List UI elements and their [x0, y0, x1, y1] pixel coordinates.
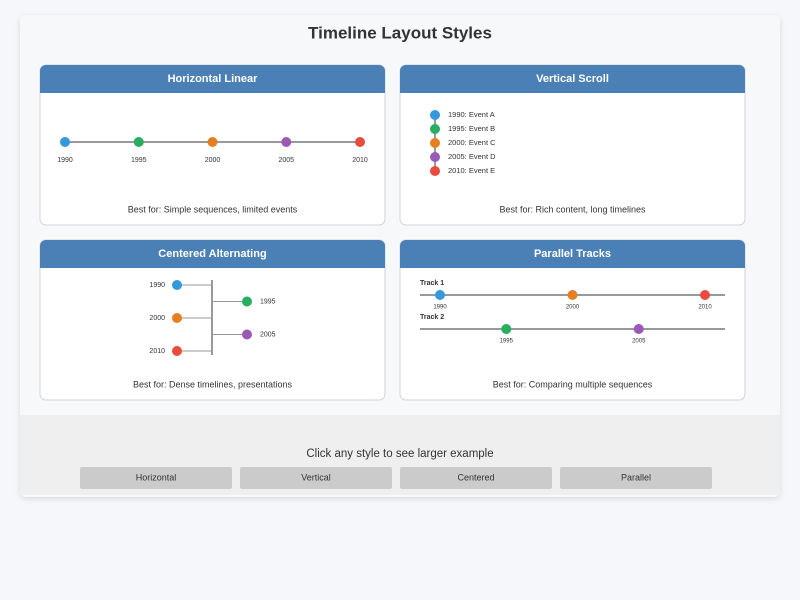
year-label: 2010	[698, 305, 712, 311]
year-label: 2010	[352, 157, 368, 164]
panel-header	[400, 79, 745, 93]
footer-prompt: Click any style to see larger example	[306, 448, 493, 460]
panel-caption: Best for: Rich content, long timelines	[499, 204, 646, 214]
button-label: Parallel	[621, 472, 651, 482]
year-label: 1995	[131, 157, 147, 164]
panel-title: Parallel Tracks	[534, 248, 611, 260]
event-label: 1995: Event B	[448, 124, 495, 133]
style-button[interactable]: Parallel	[560, 467, 712, 489]
year-label: 2000	[205, 157, 221, 164]
panel-header	[400, 254, 745, 268]
event-label: 2005: Event D	[448, 152, 496, 161]
timeline-dot	[133, 137, 144, 147]
year-label: 1995	[260, 298, 276, 305]
timeline-dot	[567, 290, 578, 300]
year-label: 2000	[149, 315, 165, 322]
timeline-dot	[172, 313, 182, 323]
panel-header	[40, 254, 385, 268]
year-label: 1990	[57, 157, 73, 164]
event-label: 2010: Event E	[448, 166, 495, 175]
button-bg	[80, 467, 232, 489]
timeline-dot	[435, 290, 445, 300]
button-label: Centered	[457, 472, 494, 482]
panel-caption: Best for: Dense timelines, presentations	[133, 379, 293, 389]
year-label: 1995	[500, 339, 514, 345]
event-label: 1990: Event A	[448, 110, 495, 119]
timeline-dot	[633, 324, 644, 334]
button-label: Vertical	[301, 472, 331, 482]
year-label: 2010	[149, 348, 165, 355]
button-label: Horizontal	[136, 472, 177, 482]
year-label: 1990	[433, 305, 447, 311]
timeline-dot	[172, 280, 182, 290]
panel-title: Centered Alternating	[158, 248, 266, 260]
year-label: 2005	[278, 157, 294, 164]
panel-header	[40, 79, 385, 93]
style-button[interactable]: Vertical	[240, 467, 392, 489]
button-bg	[240, 467, 392, 489]
page-title: Timeline Layout Styles	[308, 23, 492, 42]
timeline-dot	[430, 138, 440, 148]
event-label: 2000: Event C	[448, 138, 496, 147]
year-label: 2005	[260, 331, 276, 338]
year-label: 2000	[566, 305, 580, 311]
year-label: 1990	[149, 282, 165, 289]
timeline-dot	[430, 152, 440, 162]
timeline-dot	[355, 137, 365, 147]
timeline-dot	[242, 329, 252, 340]
track-label: Track 1	[420, 280, 444, 287]
timeline-dot	[281, 137, 292, 147]
button-bg	[560, 467, 712, 489]
button-bg	[400, 467, 552, 489]
timeline-dot	[430, 166, 440, 176]
timeline-dot	[501, 324, 512, 334]
track-label: Track 2	[420, 314, 444, 321]
panel-title: Horizontal Linear	[168, 73, 259, 85]
timeline-dot	[60, 137, 70, 147]
panel-caption: Best for: Comparing multiple sequences	[493, 379, 653, 389]
timeline-dot	[430, 124, 440, 134]
panel-title: Vertical Scroll	[536, 73, 609, 85]
timeline-dot	[430, 110, 440, 120]
panel-caption: Best for: Simple sequences, limited even…	[128, 204, 298, 214]
timeline-dot	[700, 290, 710, 300]
year-label: 2005	[632, 339, 646, 345]
style-button[interactable]: Horizontal	[80, 467, 232, 489]
timeline-dot	[242, 296, 252, 307]
timeline-dot	[172, 346, 182, 356]
timeline-dot	[207, 137, 218, 147]
style-button[interactable]: Centered	[400, 467, 552, 489]
